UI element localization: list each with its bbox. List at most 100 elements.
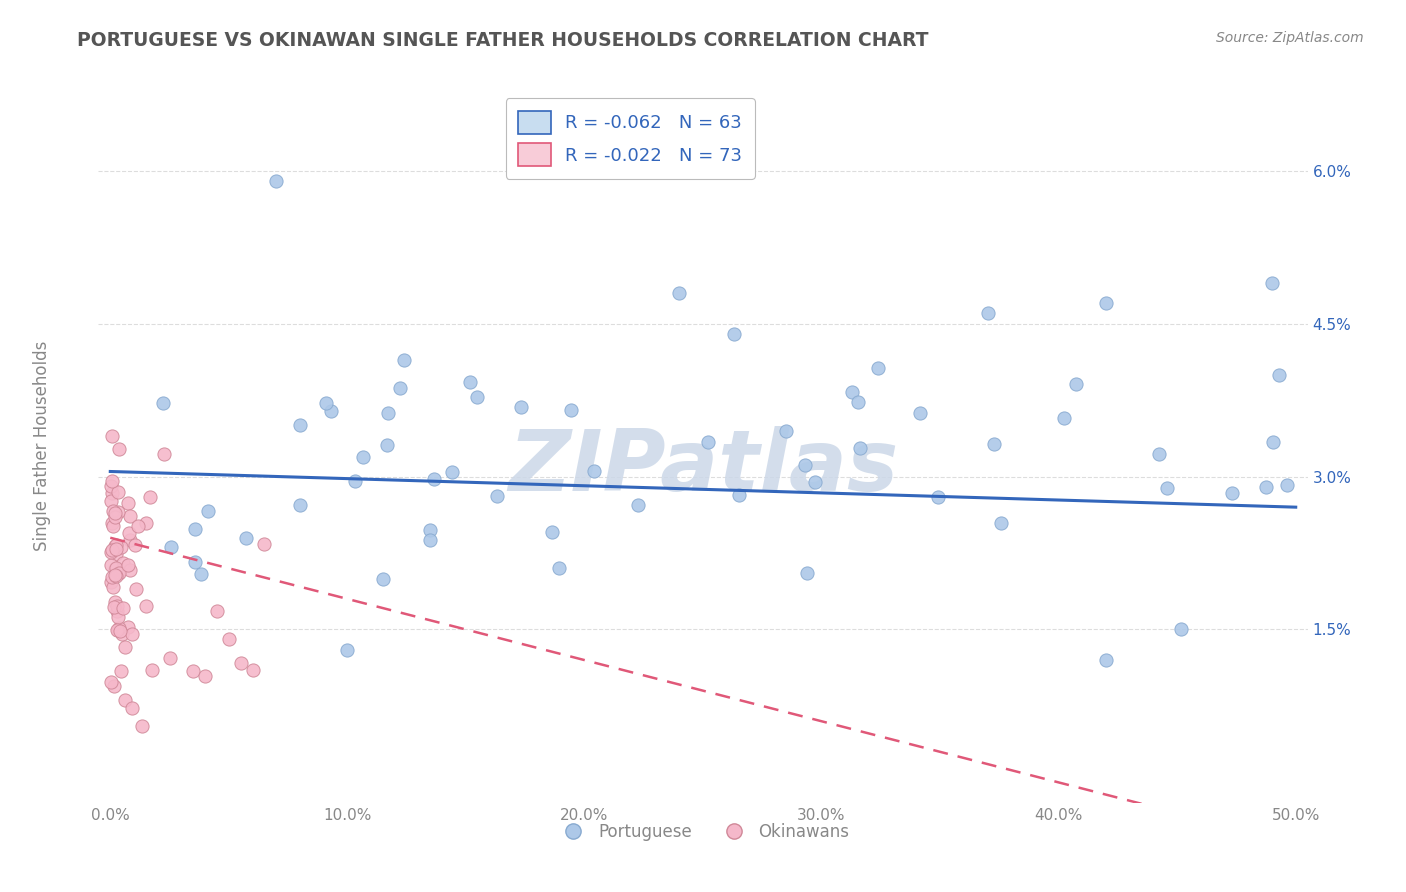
- Point: [1156, 482, 1178, 496]
- Point: [1275, 477, 1298, 491]
- Point: [110, 624, 132, 638]
- Point: [1170, 623, 1192, 637]
- Point: [1261, 276, 1284, 290]
- Point: [458, 375, 481, 389]
- Point: [290, 417, 312, 432]
- Point: [135, 599, 157, 613]
- Point: [419, 533, 441, 548]
- Point: [104, 509, 127, 524]
- Point: [803, 475, 825, 489]
- Point: [908, 406, 931, 420]
- Point: [100, 558, 122, 573]
- Point: [1254, 480, 1277, 494]
- Point: [1095, 653, 1118, 667]
- Point: [194, 669, 217, 683]
- Point: [976, 306, 998, 320]
- Point: [627, 498, 650, 512]
- Point: [1147, 447, 1170, 461]
- Point: [107, 566, 129, 580]
- Point: [121, 701, 143, 715]
- Point: [107, 621, 129, 635]
- Point: [1064, 376, 1087, 391]
- Point: [104, 506, 127, 520]
- Point: [866, 361, 889, 376]
- Point: [117, 496, 139, 510]
- Point: [205, 604, 228, 618]
- Point: [983, 437, 1005, 451]
- Point: [388, 381, 411, 395]
- Point: [121, 627, 143, 641]
- Point: [849, 441, 872, 455]
- Point: [107, 566, 129, 580]
- Point: [107, 485, 129, 500]
- Point: [796, 566, 818, 580]
- Point: [107, 610, 129, 624]
- Point: [117, 620, 139, 634]
- Point: [336, 643, 359, 657]
- Point: [723, 326, 745, 341]
- Point: [111, 557, 134, 571]
- Point: [465, 390, 488, 404]
- Text: Single Father Households: Single Father Households: [34, 341, 51, 551]
- Point: [118, 563, 141, 577]
- Point: [101, 570, 124, 584]
- Point: [110, 540, 132, 554]
- Point: [315, 396, 337, 410]
- Point: [727, 488, 749, 502]
- Point: [104, 595, 127, 609]
- Point: [1263, 434, 1285, 449]
- Point: [1267, 368, 1289, 383]
- Text: PORTUGUESE VS OKINAWAN SINGLE FATHER HOUSEHOLDS CORRELATION CHART: PORTUGUESE VS OKINAWAN SINGLE FATHER HOU…: [77, 31, 929, 50]
- Point: [110, 627, 132, 641]
- Point: [419, 524, 441, 538]
- Point: [560, 402, 582, 417]
- Point: [794, 458, 817, 472]
- Point: [197, 504, 219, 518]
- Point: [253, 537, 276, 551]
- Point: [321, 404, 343, 418]
- Point: [104, 538, 127, 552]
- Point: [100, 479, 122, 493]
- Point: [103, 679, 125, 693]
- Point: [1053, 411, 1076, 425]
- Point: [107, 505, 129, 519]
- Point: [131, 719, 153, 733]
- Point: [218, 632, 240, 646]
- Point: [288, 498, 311, 512]
- Point: [1095, 296, 1118, 310]
- Point: [183, 522, 205, 536]
- Point: [105, 623, 128, 637]
- Point: [352, 450, 374, 464]
- Point: [117, 558, 139, 572]
- Point: [100, 674, 122, 689]
- Point: [668, 286, 690, 301]
- Point: [100, 494, 122, 508]
- Point: [104, 562, 127, 576]
- Point: [990, 516, 1012, 530]
- Point: [111, 600, 134, 615]
- Point: [101, 518, 124, 533]
- Point: [114, 640, 136, 655]
- Point: [229, 656, 252, 670]
- Point: [100, 516, 122, 530]
- Point: [107, 623, 129, 637]
- Point: [547, 560, 569, 574]
- Point: [392, 352, 415, 367]
- Point: [440, 465, 463, 479]
- Point: [110, 664, 132, 678]
- Point: [100, 574, 122, 589]
- Point: [485, 489, 508, 503]
- Point: [101, 429, 124, 443]
- Point: [104, 568, 127, 582]
- Point: [100, 544, 122, 558]
- Point: [152, 395, 174, 409]
- Point: [264, 174, 287, 188]
- Point: [108, 442, 131, 457]
- Point: [927, 490, 949, 504]
- Point: [141, 663, 163, 677]
- Point: [582, 464, 605, 478]
- Point: [103, 599, 125, 614]
- Point: [139, 491, 162, 505]
- Point: [510, 400, 533, 414]
- Point: [101, 543, 124, 558]
